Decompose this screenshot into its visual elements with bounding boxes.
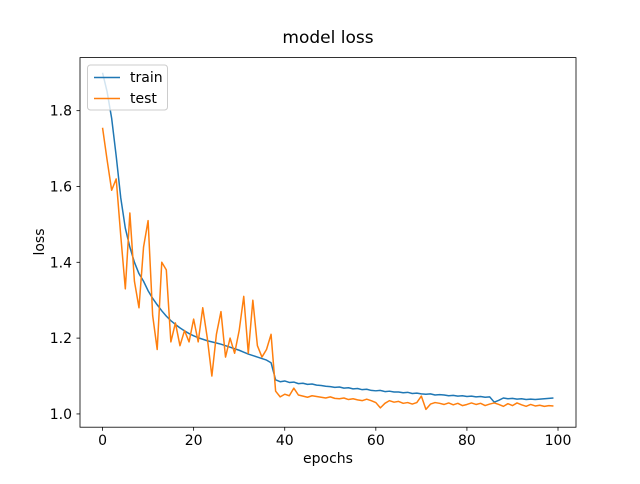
y-tick-label: 1.2 xyxy=(50,331,72,347)
test-line xyxy=(101,127,554,411)
chart-title: model loss xyxy=(282,28,373,48)
x-axis-label: epochs xyxy=(303,451,353,467)
x-tick-label: 0 xyxy=(98,433,107,449)
x-tick-label: 60 xyxy=(367,433,385,449)
y-tick-label: 1.4 xyxy=(50,255,72,271)
legend-test-label: test xyxy=(130,91,157,107)
x-tick-label: 40 xyxy=(276,433,294,449)
plot-area-frame xyxy=(79,57,577,428)
x-tick-label: 80 xyxy=(458,433,476,449)
y-axis-ticks: 1.0 1.2 1.4 1.6 1.8 xyxy=(50,104,80,423)
series-lines xyxy=(101,72,554,411)
legend: train test xyxy=(87,64,168,111)
x-tick-label: 20 xyxy=(185,433,203,449)
train-line xyxy=(101,72,554,403)
y-axis-label: loss xyxy=(32,228,48,255)
x-tick-label: 100 xyxy=(545,433,572,449)
legend-train-label: train xyxy=(130,70,163,86)
y-tick-label: 1.8 xyxy=(50,104,72,120)
x-axis-ticks: 0 20 40 60 80 100 xyxy=(98,427,571,449)
y-tick-label: 1.6 xyxy=(50,179,72,195)
y-tick-label: 1.0 xyxy=(50,407,72,423)
